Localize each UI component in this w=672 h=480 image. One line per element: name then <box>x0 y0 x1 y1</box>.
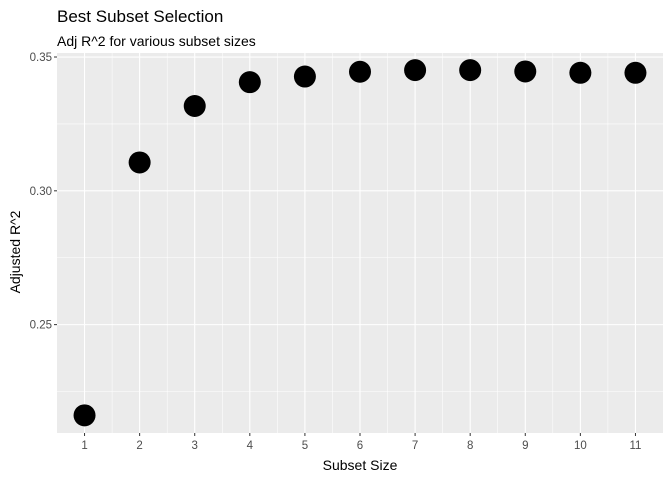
y-axis: 0.25 0.30 0.35 <box>30 52 57 332</box>
y-axis-title: Adjusted R^2 <box>7 210 23 293</box>
data-point <box>404 59 427 82</box>
x-tick-label: 8 <box>467 440 473 452</box>
x-axis: 1 2 3 4 5 6 7 8 9 10 11 <box>81 433 641 452</box>
data-point <box>349 60 371 83</box>
data-point <box>569 61 592 84</box>
data-point <box>183 94 206 117</box>
x-tick-label: 4 <box>247 440 254 452</box>
x-tick-label: 2 <box>136 440 142 452</box>
data-point <box>128 151 151 174</box>
x-tick-label: 10 <box>574 440 587 452</box>
y-tick-label: 0.25 <box>30 320 52 332</box>
data-point <box>624 61 647 84</box>
x-tick-label: 9 <box>522 440 528 452</box>
x-tick-label: 6 <box>357 440 363 452</box>
x-tick-label: 1 <box>81 440 87 452</box>
data-point <box>238 71 261 94</box>
data-point <box>293 65 316 88</box>
x-tick-label: 7 <box>412 440 418 452</box>
data-point <box>459 59 482 82</box>
data-points <box>73 59 647 427</box>
x-tick-label: 11 <box>629 440 641 452</box>
chart-subtitle: Adj R^2 for various subset sizes <box>57 33 256 49</box>
x-tick-label: 5 <box>302 440 308 452</box>
gridlines <box>57 53 663 433</box>
y-tick-label: 0.30 <box>30 186 52 198</box>
y-tick-label: 0.35 <box>30 52 52 64</box>
data-point <box>514 60 537 83</box>
chart-title: Best Subset Selection <box>57 7 223 26</box>
x-axis-title: Subset Size <box>323 457 398 473</box>
x-tick-label: 3 <box>192 440 198 452</box>
data-point <box>73 404 96 427</box>
